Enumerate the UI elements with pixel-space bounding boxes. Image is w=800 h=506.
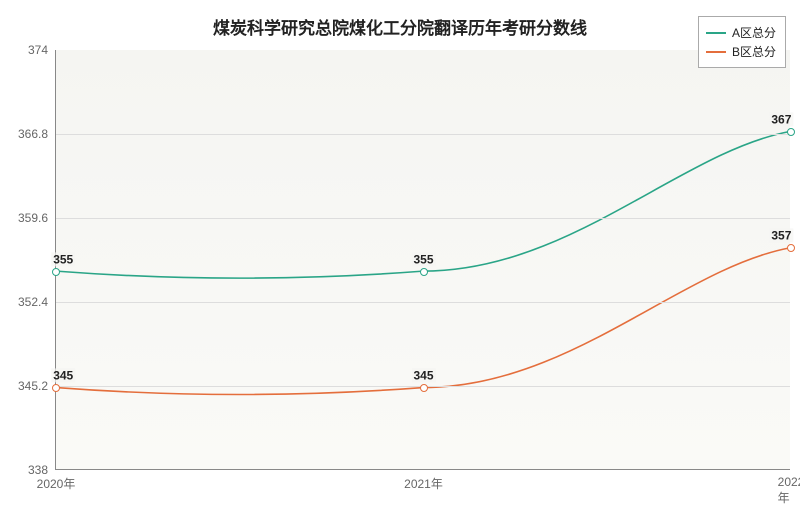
legend-item: B区总分 [706, 43, 776, 60]
chart-container: 煤炭科学研究总院煤化工分院翻译历年考研分数线 338345.2352.4359.… [0, 0, 800, 500]
legend-label: A区总分 [732, 24, 776, 41]
point-marker [52, 268, 60, 276]
y-tick-label: 366.8 [18, 127, 48, 141]
y-tick-label: 374 [28, 43, 48, 57]
legend-label: B区总分 [732, 43, 776, 60]
legend-item: A区总分 [706, 24, 776, 41]
point-marker [420, 384, 428, 392]
point-marker [787, 244, 795, 252]
chart-title: 煤炭科学研究总院煤化工分院翻译历年考研分数线 [0, 14, 800, 39]
plot-area: 338345.2352.4359.6366.83742020年2021年2022… [55, 50, 790, 470]
point-label: 355 [51, 252, 75, 266]
point-marker [420, 268, 428, 276]
legend-swatch-b [706, 51, 726, 53]
legend: A区总分 B区总分 [698, 16, 786, 68]
x-tick-label: 2020年 [37, 475, 76, 492]
point-marker [52, 384, 60, 392]
point-label: 345 [51, 369, 75, 383]
y-tick-label: 352.4 [18, 295, 48, 309]
legend-swatch-a [706, 32, 726, 34]
x-tick-label: 2021年 [404, 475, 443, 492]
point-marker [787, 128, 795, 136]
y-tick-label: 345.2 [18, 379, 48, 393]
point-label: 355 [411, 252, 435, 266]
point-label: 345 [411, 369, 435, 383]
point-label: 367 [769, 112, 793, 126]
y-tick-label: 359.6 [18, 211, 48, 225]
point-label: 357 [769, 229, 793, 243]
x-tick-label: 2022年 [778, 475, 800, 506]
